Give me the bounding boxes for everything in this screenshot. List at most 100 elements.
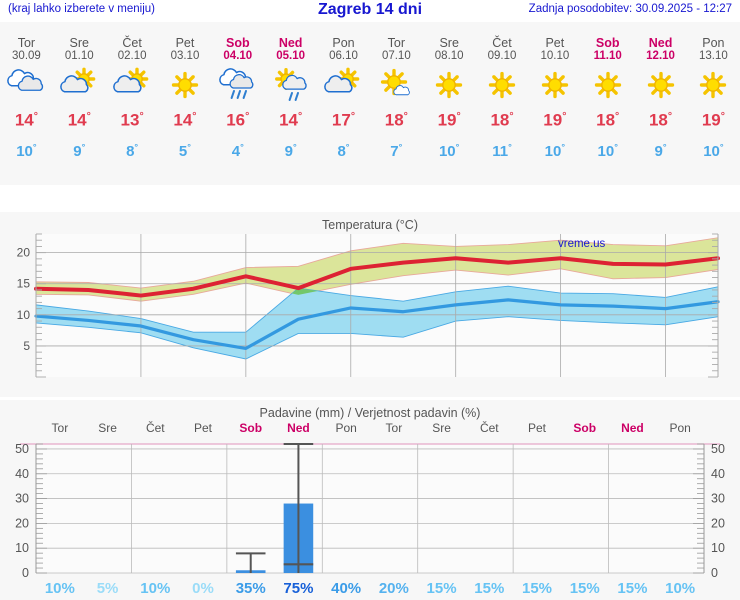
weather-icon-cell-13 [687,66,740,104]
max-temp-number: 18 [648,110,668,130]
day-name: Sre [69,36,89,50]
day-name: Čet [492,36,512,50]
weather-icon-cell-12 [634,66,687,104]
precip-probability-label: 15% [474,580,504,597]
day-date: 11.10 [593,50,622,62]
min-temp-value: 9° [264,138,317,161]
weather-icon-cell-11 [581,66,634,104]
max-temp-value: 14° [159,106,212,131]
day-name-cell-3: Pet [159,36,212,50]
precip-day-label: Tor [52,421,69,435]
day-name: Ned [648,36,673,50]
max-temp-value: 14° [53,106,106,131]
max-temp-cell-11: 18° [581,106,634,131]
min-temp-number: 10 [544,143,562,160]
day-date: 05.10 [276,50,306,62]
max-temp-value: 13° [106,106,159,131]
min-temp-number: 5 [178,143,188,160]
sunny-icon [171,71,199,99]
degree-symbol: ° [139,110,144,122]
day-name: Tor [387,36,406,50]
day-name: Tor [17,36,36,50]
partly-sunny-icon [60,67,96,93]
min-temp-cell-8: 10° [423,138,476,161]
cloudy-icon [7,69,44,91]
max-temp-value: 17° [317,106,370,131]
degree-symbol: ° [508,142,512,152]
day-date: 04.10 [223,50,253,62]
day-date: 03.10 [170,50,200,62]
precip-probability-label: 10% [45,580,75,597]
degree-symbol: ° [345,142,350,152]
max-temp-number: 13 [120,110,140,130]
precip-probability-label: 15% [522,580,552,597]
degree-symbol: ° [615,110,620,122]
temperature-chart-title: Temperatura (°C) [322,218,418,232]
degree-symbol: ° [667,110,673,122]
partly-sunny-icon [113,67,149,93]
precip-probability-label: 35% [236,580,266,597]
min-temp-value: 10° [528,138,581,161]
precip-probability-label: 20% [379,580,409,597]
weather-icon-row [0,66,740,104]
sunny-icon [541,71,569,99]
min-temp-number: 10 [597,143,615,160]
degree-symbol: ° [32,142,37,152]
weather-icon-cell-0 [0,66,53,104]
day-name-cell-0: Tor [0,36,53,50]
precip-day-label: Čet [146,420,165,435]
max-temp-number: 14 [14,110,34,130]
day-name-cell-10: Pet [528,36,581,50]
day-date-cell-8: 08.10 [423,50,476,63]
degree-symbol: ° [614,142,618,152]
precip-y-tick-label-left: 10 [15,541,29,555]
max-temp-number: 14 [279,110,298,130]
degree-symbol: ° [292,142,297,152]
day-date: 12.10 [646,50,675,62]
day-date-cell-13: 13.10 [687,50,740,63]
degree-symbol: ° [456,110,461,122]
sunny-icon [436,71,463,99]
weather-icon-cell-8 [423,66,476,104]
max-temp-number: 14 [67,110,87,130]
min-temp-cell-6: 8° [317,138,370,161]
partly-sunny-icon [324,67,360,93]
max-temp-cell-9: 18° [476,106,529,131]
max-temp-cell-7: 18° [370,106,423,131]
day-date: 10.10 [540,50,570,62]
day-name: Pon [702,36,725,50]
min-temp-value: 8° [106,138,159,161]
day-name: Sre [439,36,459,50]
degree-symbol: ° [398,142,403,152]
min-temp-number: 9 [654,143,663,160]
weather-icon-cell-3 [159,66,212,104]
day-name-cell-8: Sre [423,36,476,50]
max-temp-value: 14° [264,106,317,131]
precip-day-label: Sob [573,421,596,435]
min-temp-cell-10: 10° [528,138,581,161]
sunny-icon [594,71,621,99]
day-name-cell-1: Sre [53,36,106,50]
min-temp-number: 10 [438,143,456,160]
precip-y-tick-label-left: 0 [22,566,29,580]
sunny-icon [488,71,516,99]
day-date-cell-4: 04.10 [211,50,264,63]
precip-probability-label: 15% [617,580,647,597]
degree-symbol: ° [662,142,667,152]
max-temp-number: 19 [701,110,721,130]
day-name: Sob [595,36,620,50]
day-name-cell-5: Ned [264,36,317,50]
weather-icon-cell-9 [476,66,529,104]
day-name: Pet [545,36,565,50]
day-date: 02.10 [117,50,147,62]
max-temp-number: 19 [437,110,457,130]
degree-symbol: ° [134,142,139,152]
temperature-chart: 5 10 15 20 [17,233,720,378]
precip-y-tick-label-right: 40 [711,467,725,481]
min-temp-number: 9 [73,143,82,160]
precip-y-tick-label-right: 30 [711,492,725,506]
degree-symbol: ° [297,110,303,122]
min-temp-cell-4: 4° [211,138,264,161]
precip-day-label: Ned [621,421,644,435]
day-date: 09.10 [487,50,517,62]
